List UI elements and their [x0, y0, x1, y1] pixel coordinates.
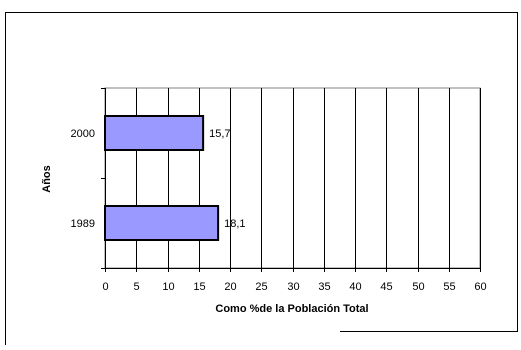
x-tick-label: 55	[443, 281, 455, 293]
x-tick-label: 50	[412, 281, 424, 293]
data-label: 15,7	[209, 128, 230, 140]
x-tick-label: 45	[380, 281, 392, 293]
y-tick-label: 1989	[71, 218, 95, 230]
x-tick-label: 35	[318, 281, 330, 293]
x-tick-label: 30	[287, 281, 299, 293]
x-tick-label: 10	[162, 281, 174, 293]
chart-border	[5, 12, 518, 345]
axes	[101, 88, 481, 272]
bar	[104, 205, 220, 241]
y-tick-label: 2000	[71, 128, 95, 140]
x-tick-label: 0	[102, 281, 108, 293]
x-tick-label: 20	[224, 281, 236, 293]
labels: 0 5 10 15 20 25 30 35 40 45 50 55 60 2000 15,7 1989 18,1	[71, 128, 487, 293]
x-axis-title: Como %de la Población Total	[215, 303, 368, 315]
x-tick-label: 40	[349, 281, 361, 293]
x-tick-label: 15	[193, 281, 205, 293]
bar	[104, 115, 205, 151]
bars	[104, 115, 220, 241]
y-axis-title: Años	[41, 165, 53, 193]
data-label: 18,1	[224, 218, 245, 230]
x-tick-label: 60	[474, 281, 486, 293]
x-tick-label: 25	[255, 281, 267, 293]
x-tick-label: 5	[133, 281, 139, 293]
